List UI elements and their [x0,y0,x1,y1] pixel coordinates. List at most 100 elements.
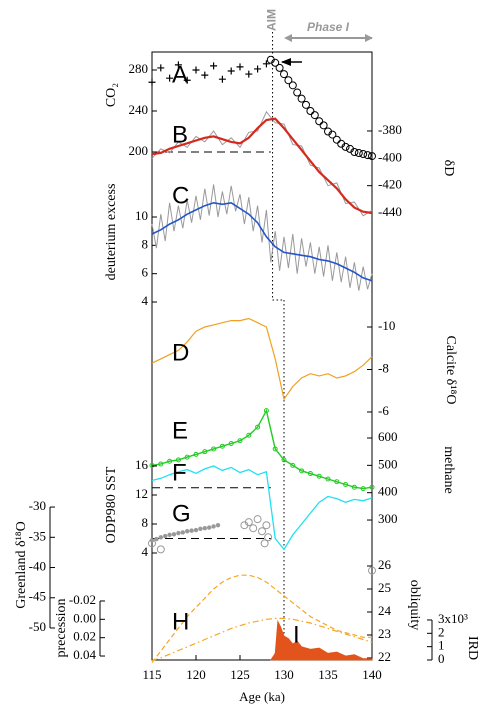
data-point [198,526,203,532]
y-tick-label: -380 [378,122,402,137]
y-tick-label: 300 [378,511,398,526]
y-tick-label: 1 [438,638,445,653]
x-tick-label: 130 [274,667,294,682]
y-tick-label: 25 [378,580,391,595]
y-tick-label: -35 [29,528,46,543]
data-point [171,532,177,537]
data-point [148,539,156,548]
data-point [192,66,200,74]
y-tick-label: -420 [378,177,402,192]
y-tick-label: -50 [29,619,46,634]
data-point [306,106,315,115]
data-point [202,449,208,455]
data-point [228,440,234,446]
data-point [154,536,159,542]
data-point [157,64,165,72]
data-point [288,81,297,90]
y-tick-label: 0.04 [73,647,96,662]
data-point [368,152,376,161]
y-tick-label: 4 [142,544,149,559]
y-axis-title: Calcite δ¹⁸O [443,336,458,405]
data-point [176,530,181,536]
y-tick-label: 240 [129,102,149,117]
y-tick-label: -440 [378,204,402,219]
y-tick-label: 3x10³ [438,611,468,626]
data-point [334,479,340,485]
y-axis-title: precession [54,598,69,657]
x-tick-label: 140 [362,667,382,682]
data-point [227,67,235,75]
data-point [156,545,165,554]
y-tick-label: -400 [378,149,402,164]
y-tick-label: 4 [142,293,149,308]
y-tick-label: 26 [378,557,392,572]
y-axis-title: deuterium excess [104,184,119,281]
y-tick-label: 24 [378,603,392,618]
data-point [316,473,322,479]
data-point [343,481,349,487]
y-tick-label: 280 [129,61,149,76]
y-tick-label: 0.00 [73,610,96,625]
y-tick-label: 400 [378,484,398,499]
data-point [184,454,190,460]
data-point [319,121,328,130]
data-point [280,70,288,79]
y-tick-label: 10 [135,208,148,223]
y-tick-label: -0.02 [69,592,96,607]
data-point [202,526,207,531]
data-point [253,515,262,524]
y2-axis-title: obliquity [407,580,422,631]
data-point [351,484,357,490]
y-axis-title: IRD [465,636,480,660]
data-point [262,60,270,68]
data-point [211,446,217,452]
data-point [167,532,172,538]
y-axis-title: ODP980 SST [104,466,119,543]
y-tick-label: -30 [29,498,46,513]
data-point [310,111,319,120]
data-point [293,88,302,97]
data-point [299,468,305,474]
data-point [185,529,190,534]
y-tick-label: -10 [378,318,395,333]
data-point [354,149,363,158]
y-tick-label: -8 [378,360,389,375]
data-point [325,476,331,482]
plot-frame [151,51,373,661]
y-tick-label: 2 [438,624,445,639]
data-point [183,76,191,84]
y-tick-label: 16 [135,457,149,472]
data-point [148,78,156,86]
y-tick-label: 0.02 [73,629,96,644]
data-line [151,184,373,291]
data-point [254,65,262,73]
data-point [211,524,216,529]
y-tick-label: 500 [378,456,398,471]
data-point [245,70,253,78]
panel-letter: E [172,417,188,444]
data-point [189,528,194,533]
data-point [210,62,218,70]
y-tick-label: 0 [438,651,445,666]
panel-letter: H [172,608,189,635]
data-line [151,574,372,663]
y-tick-label: 23 [378,626,391,641]
data-point [360,486,366,492]
data-line [151,201,373,282]
data-point [237,438,243,444]
data-point [369,484,375,490]
x-tick-label: 120 [186,667,206,682]
annotation: AIM [265,9,279,31]
y-tick-label: -45 [29,589,46,604]
panel-letter: F [172,459,187,486]
data-point [271,58,280,67]
data-point [258,527,266,536]
data-point [328,130,337,139]
data-point [341,142,350,151]
data-point [263,408,269,414]
data-point [215,522,221,528]
data-point [255,424,261,430]
panel-letter: G [172,500,191,527]
data-point [236,63,244,71]
